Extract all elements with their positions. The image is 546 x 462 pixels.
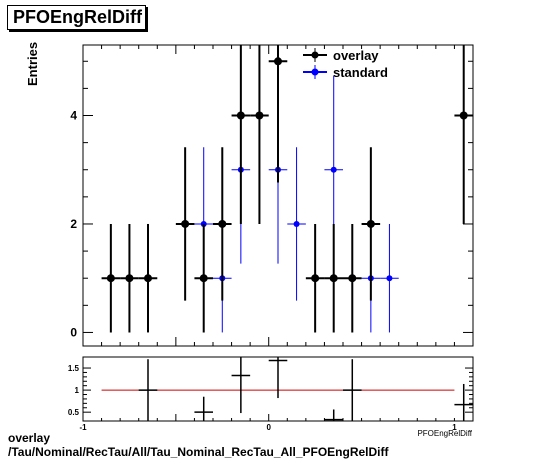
- overlay-point: [268, 45, 288, 183]
- legend-entry-standard: standard: [303, 65, 388, 80]
- overlay-point: [101, 223, 121, 333]
- svg-text:standard: standard: [333, 65, 388, 80]
- ratio-plot-marks: [138, 357, 473, 421]
- overlay-point: [175, 147, 195, 301]
- y-tick-label: 2: [70, 217, 77, 231]
- overlay-point: [361, 147, 381, 301]
- histogram-title: PFOEngRelDiff: [13, 7, 142, 27]
- overlay-point: [231, 45, 251, 224]
- main-plot-axes: 0 2 4: [70, 45, 473, 346]
- ratio-plot-axes: 0.5 1 1.5 -1 0 1: [68, 364, 473, 432]
- ratio-y-tick-label: 1: [75, 386, 80, 395]
- x-axis-label: PFOEngRelDiff: [417, 429, 472, 438]
- footer-line-1: overlay: [8, 431, 51, 445]
- overlay-point: [250, 45, 269, 224]
- ratio-point: [194, 396, 213, 421]
- footer-caption: overlay /Tau/Nominal/RecTau/All/Tau_Nomi…: [8, 431, 389, 459]
- overlay-point: [305, 223, 325, 333]
- legend: overlay standard: [303, 48, 388, 80]
- ratio-x-tick-label: 1: [452, 423, 457, 432]
- ratio-point: [268, 357, 288, 399]
- main-plot-marks: [101, 45, 473, 333]
- ratio-y-tick-label: 0.5: [68, 408, 80, 417]
- standard-point: [380, 223, 399, 333]
- overlay-point: [194, 223, 213, 333]
- ratio-point: [231, 357, 251, 414]
- y-axis-label: Entries: [25, 42, 40, 86]
- overlay-point: [120, 223, 139, 333]
- overlay-point: [138, 223, 158, 333]
- ratio-point: [324, 409, 343, 421]
- main-plot-panel: 0 2 4 Entries: [25, 42, 474, 347]
- ratio-point: [454, 383, 473, 421]
- overlay-point: [343, 223, 362, 333]
- ratio-y-tick-label: 1.5: [68, 364, 80, 373]
- ratio-x-tick-label: 0: [266, 423, 271, 432]
- svg-text:overlay: overlay: [333, 48, 379, 63]
- y-tick-label: 4: [70, 109, 77, 123]
- ratio-point: [343, 359, 362, 421]
- footer-line-2: /Tau/Nominal/RecTau/All/Tau_Nominal_RecT…: [8, 445, 389, 459]
- ratio-plot-panel: 0.5 1 1.5 -1 0 1 PFOEngRelDiff: [68, 356, 474, 438]
- overlay-point: [213, 147, 232, 301]
- y-tick-label: 0: [70, 325, 77, 339]
- title-box: PFOEngRelDiff: [7, 5, 146, 30]
- overlay-point: [324, 223, 343, 333]
- legend-entry-overlay: overlay: [303, 48, 379, 63]
- ratio-x-tick-label: -1: [79, 423, 87, 432]
- ratio-point: [138, 359, 158, 421]
- overlay-point: [454, 45, 473, 224]
- standard-point: [287, 147, 306, 301]
